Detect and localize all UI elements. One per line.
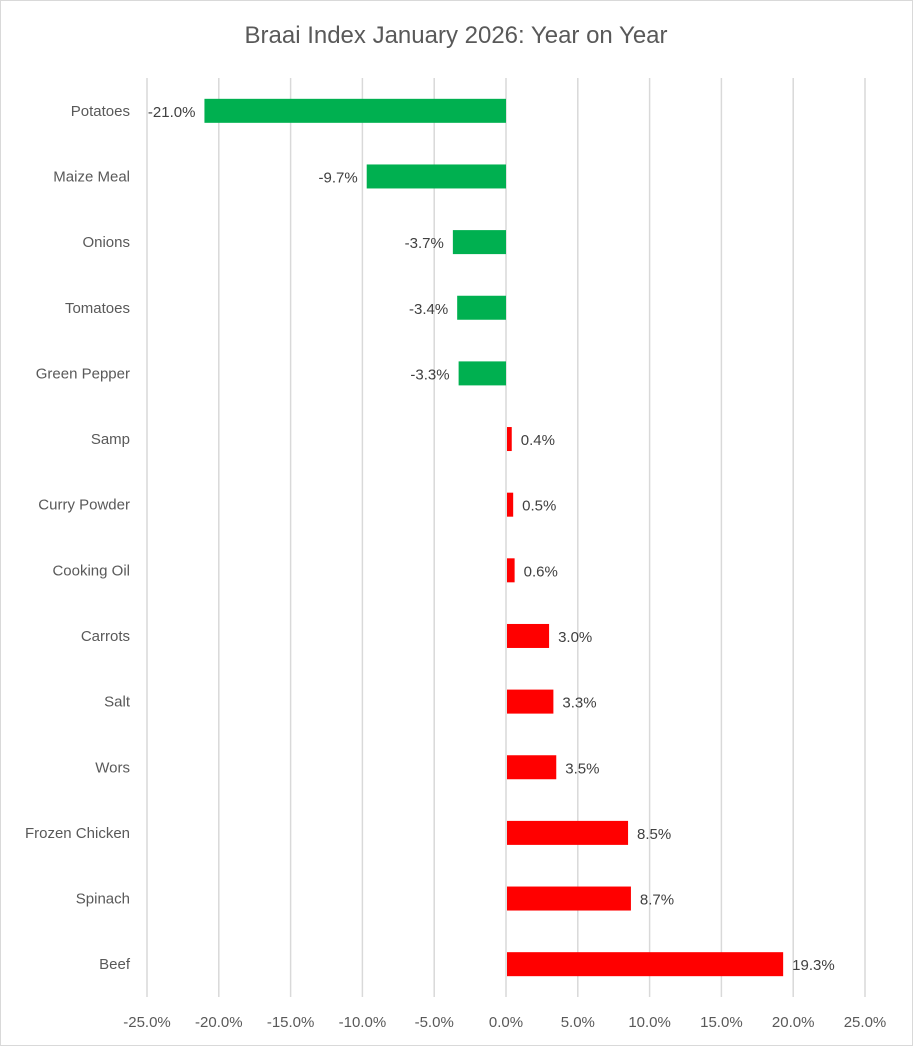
category-label: Onions [82, 234, 130, 251]
x-tick-label: 15.0% [700, 1014, 743, 1031]
data-label: 0.4% [521, 432, 555, 449]
data-label: 8.7% [640, 892, 674, 909]
category-label: Samp [91, 431, 130, 448]
data-label: 19.3% [792, 957, 835, 974]
bar [507, 623, 550, 648]
bar [452, 230, 506, 255]
bar [507, 886, 631, 911]
category-label: Carrots [81, 628, 130, 645]
data-label: -9.7% [319, 169, 358, 186]
category-label: Curry Powder [38, 497, 130, 514]
x-tick-label: -10.0% [339, 1014, 387, 1031]
bar [507, 755, 557, 780]
category-label: Beef [99, 956, 131, 973]
category-label: Potatoes [71, 103, 130, 120]
bar [366, 164, 506, 189]
x-tick-label: -15.0% [267, 1014, 315, 1031]
category-label: Wors [95, 759, 130, 776]
x-tick-label: 5.0% [561, 1014, 595, 1031]
x-tick-label: 10.0% [628, 1014, 671, 1031]
bar [507, 689, 554, 714]
bar [507, 492, 514, 517]
data-label: 3.0% [558, 629, 592, 646]
data-label: -3.4% [409, 301, 448, 318]
data-label: 0.5% [522, 498, 556, 515]
data-label: 3.5% [565, 760, 599, 777]
bar [507, 427, 512, 452]
x-tick-label: 0.0% [489, 1014, 523, 1031]
bar [458, 361, 506, 386]
category-label: Cooking Oil [52, 562, 130, 579]
x-tick-label: 20.0% [772, 1014, 815, 1031]
x-tick-label: -25.0% [123, 1014, 171, 1031]
data-label: -21.0% [148, 104, 196, 121]
category-label: Frozen Chicken [25, 825, 130, 842]
category-label: Green Pepper [36, 365, 130, 382]
data-label: -3.3% [410, 366, 449, 383]
bar [507, 820, 629, 845]
bar [507, 558, 515, 583]
chart-title: Braai Index January 2026: Year on Year [245, 22, 668, 49]
category-label: Spinach [76, 891, 130, 908]
x-tick-label: 25.0% [844, 1014, 887, 1031]
x-tick-label: -5.0% [415, 1014, 454, 1031]
bar [507, 952, 784, 977]
data-label: 3.3% [562, 695, 596, 712]
category-label: Salt [104, 694, 131, 711]
data-label: 0.6% [524, 563, 558, 580]
category-label: Maize Meal [53, 168, 130, 185]
bar [457, 295, 506, 320]
category-label: Tomatoes [65, 300, 130, 317]
data-label: 8.5% [637, 826, 671, 843]
data-label: -3.7% [405, 235, 444, 252]
x-tick-label: -20.0% [195, 1014, 243, 1031]
bar [204, 98, 506, 123]
